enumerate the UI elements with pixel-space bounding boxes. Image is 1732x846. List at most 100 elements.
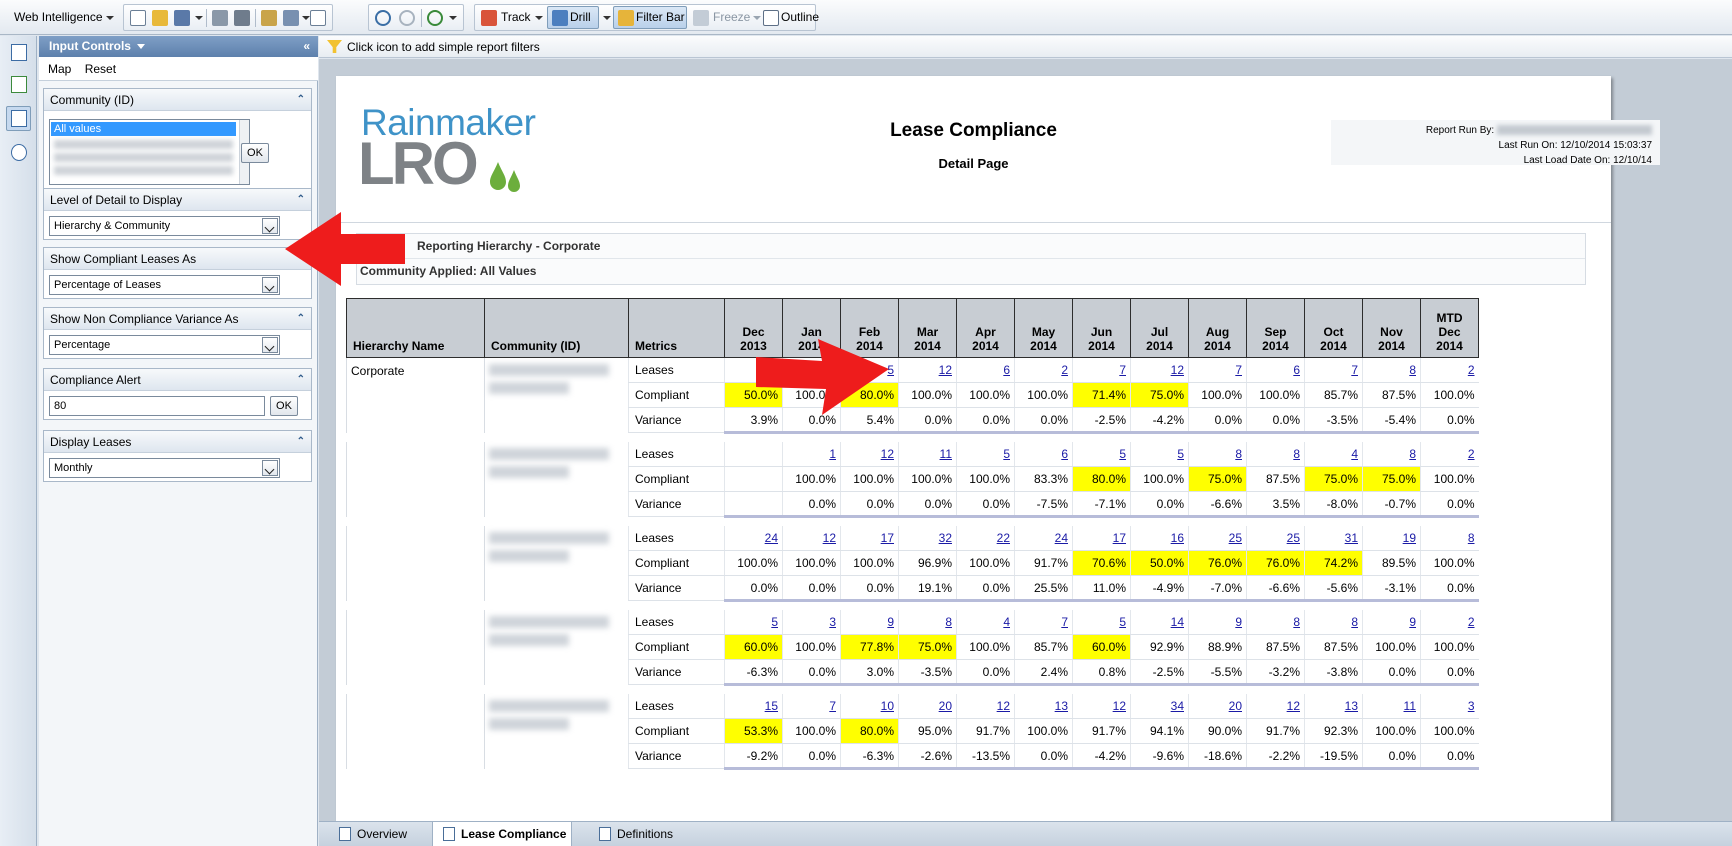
lease-count-link[interactable]: 9 <box>1409 614 1416 629</box>
lease-count-link[interactable]: 2 <box>1467 446 1475 461</box>
lease-count-link[interactable]: 25 <box>1286 530 1300 545</box>
outline-button[interactable]: Outline <box>781 10 820 24</box>
list-item-all-values[interactable]: All values <box>51 122 236 136</box>
lease-count-link[interactable]: 8 <box>1409 446 1416 461</box>
compliance-alert-ok-button[interactable]: OK <box>270 396 298 416</box>
lease-count-link[interactable]: 8 <box>1293 614 1300 629</box>
lease-count-link[interactable]: 1 <box>829 446 836 461</box>
lease-count-link[interactable]: 25 <box>1228 530 1242 545</box>
lease-count-link[interactable]: 12 <box>938 363 952 377</box>
lease-count-link[interactable]: 17 <box>1112 530 1126 545</box>
tab-definitions[interactable]: Definitions <box>589 822 699 846</box>
collapse-icon[interactable]: ⌃ <box>296 94 305 105</box>
lease-count-link[interactable]: 8 <box>1293 446 1300 461</box>
compliant-as-select[interactable]: Percentage of Leases <box>49 275 280 295</box>
lease-count-link[interactable]: 12 <box>1170 363 1184 377</box>
lease-count-link[interactable]: 7 <box>1351 363 1358 377</box>
input-controls-button[interactable] <box>6 106 31 131</box>
map-link[interactable]: Map <box>48 62 72 76</box>
list-item[interactable] <box>54 140 233 149</box>
chevron-down-icon[interactable] <box>535 16 543 20</box>
lease-count-link[interactable]: 2 <box>1061 363 1068 377</box>
chevron-down-icon[interactable] <box>262 337 278 353</box>
chevron-down-icon[interactable] <box>262 460 278 476</box>
lease-count-link[interactable]: 5 <box>1003 446 1010 461</box>
community-listbox[interactable]: All values <box>49 119 250 185</box>
export-icon[interactable] <box>283 10 299 26</box>
lease-count-link[interactable]: 13 <box>1054 698 1068 713</box>
lease-count-link[interactable]: 12 <box>996 698 1010 713</box>
reset-link[interactable]: Reset <box>84 62 117 76</box>
lease-count-link[interactable]: 32 <box>938 530 952 545</box>
lease-count-link[interactable]: 2 <box>1467 363 1475 377</box>
lease-count-link[interactable]: 11 <box>1403 698 1416 713</box>
lease-count-link[interactable]: 20 <box>938 698 952 713</box>
lease-count-link[interactable]: 13 <box>1344 698 1358 713</box>
print-icon[interactable] <box>212 10 228 26</box>
open-folder-icon[interactable] <box>152 10 168 26</box>
undo-icon[interactable] <box>375 10 391 26</box>
refresh-icon[interactable] <box>427 10 443 26</box>
lease-count-link[interactable]: 15 <box>764 698 778 713</box>
noncompliance-as-select[interactable]: Percentage <box>49 335 280 355</box>
lease-count-link[interactable]: 5 <box>771 614 778 629</box>
navigation-map-button[interactable] <box>6 72 31 97</box>
new-document-icon[interactable] <box>130 10 146 26</box>
lease-count-link[interactable]: 10 <box>880 698 894 713</box>
lease-count-link[interactable]: 12 <box>1112 698 1126 713</box>
list-item[interactable] <box>54 153 233 162</box>
email-icon[interactable] <box>310 10 326 26</box>
lease-count-link[interactable]: 2 <box>1467 614 1475 629</box>
lease-count-link[interactable]: 31 <box>1344 530 1358 545</box>
lease-count-link[interactable]: 4 <box>1003 614 1010 629</box>
list-item[interactable] <box>54 166 233 175</box>
lease-count-link[interactable]: 22 <box>996 530 1010 545</box>
lease-count-link[interactable]: 6 <box>1293 363 1300 377</box>
lease-count-link[interactable]: 3 <box>1467 698 1475 713</box>
lease-count-link[interactable]: 5 <box>1119 446 1126 461</box>
lease-count-link[interactable]: 24 <box>764 530 778 545</box>
lease-count-link[interactable]: 3 <box>829 614 836 629</box>
lease-count-link[interactable]: 12 <box>1286 698 1300 713</box>
track-button[interactable]: Track <box>501 10 531 24</box>
tab-lease-compliance[interactable]: Lease Compliance <box>432 822 572 846</box>
collapse-panel-icon[interactable]: « <box>303 39 310 53</box>
community-ok-button[interactable]: OK <box>241 143 269 163</box>
chevron-down-icon[interactable] <box>449 16 457 20</box>
lease-count-link[interactable]: 9 <box>1235 614 1242 629</box>
lease-count-link[interactable]: 7 <box>1061 614 1068 629</box>
lease-count-link[interactable]: 8 <box>1235 446 1242 461</box>
lease-count-link[interactable]: 9 <box>887 614 894 629</box>
help-button[interactable] <box>6 140 31 165</box>
add-filter-icon[interactable] <box>327 40 342 53</box>
lease-count-link[interactable]: 20 <box>1228 698 1242 713</box>
lease-count-link[interactable]: 24 <box>1054 530 1068 545</box>
lease-count-link[interactable]: 12 <box>822 530 836 545</box>
lease-count-link[interactable]: 17 <box>880 530 894 545</box>
chevron-down-icon[interactable] <box>136 44 145 50</box>
lease-count-link[interactable]: 7 <box>1119 363 1126 377</box>
lease-count-link[interactable]: 5 <box>1177 446 1184 461</box>
collapse-icon[interactable]: ⌃ <box>296 194 305 205</box>
collapse-icon[interactable]: ⌃ <box>296 436 305 447</box>
save-icon[interactable] <box>174 10 190 26</box>
find-icon[interactable] <box>234 10 250 26</box>
lease-count-link[interactable]: 4 <box>1351 446 1358 461</box>
chevron-down-icon[interactable] <box>262 277 278 293</box>
lease-count-link[interactable]: 6 <box>1061 446 1068 461</box>
history-icon[interactable] <box>261 10 277 26</box>
lease-count-link[interactable]: 6 <box>1003 363 1010 377</box>
display-leases-select[interactable]: Monthly <box>49 458 280 478</box>
app-menu[interactable]: Web Intelligence <box>14 4 114 31</box>
chevron-down-icon[interactable] <box>302 16 310 20</box>
collapse-icon[interactable]: ⌃ <box>296 374 305 385</box>
lease-count-link[interactable]: 7 <box>1235 363 1242 377</box>
lease-count-link[interactable]: 8 <box>945 614 952 629</box>
chevron-down-icon[interactable] <box>603 16 611 20</box>
chevron-down-icon[interactable] <box>195 16 203 20</box>
lease-count-link[interactable]: 34 <box>1170 698 1184 713</box>
chevron-down-icon[interactable] <box>262 218 278 234</box>
lease-count-link[interactable]: 5 <box>1119 614 1126 629</box>
lease-count-link[interactable]: 19 <box>1402 530 1416 545</box>
lease-count-link[interactable]: 16 <box>1170 530 1184 545</box>
